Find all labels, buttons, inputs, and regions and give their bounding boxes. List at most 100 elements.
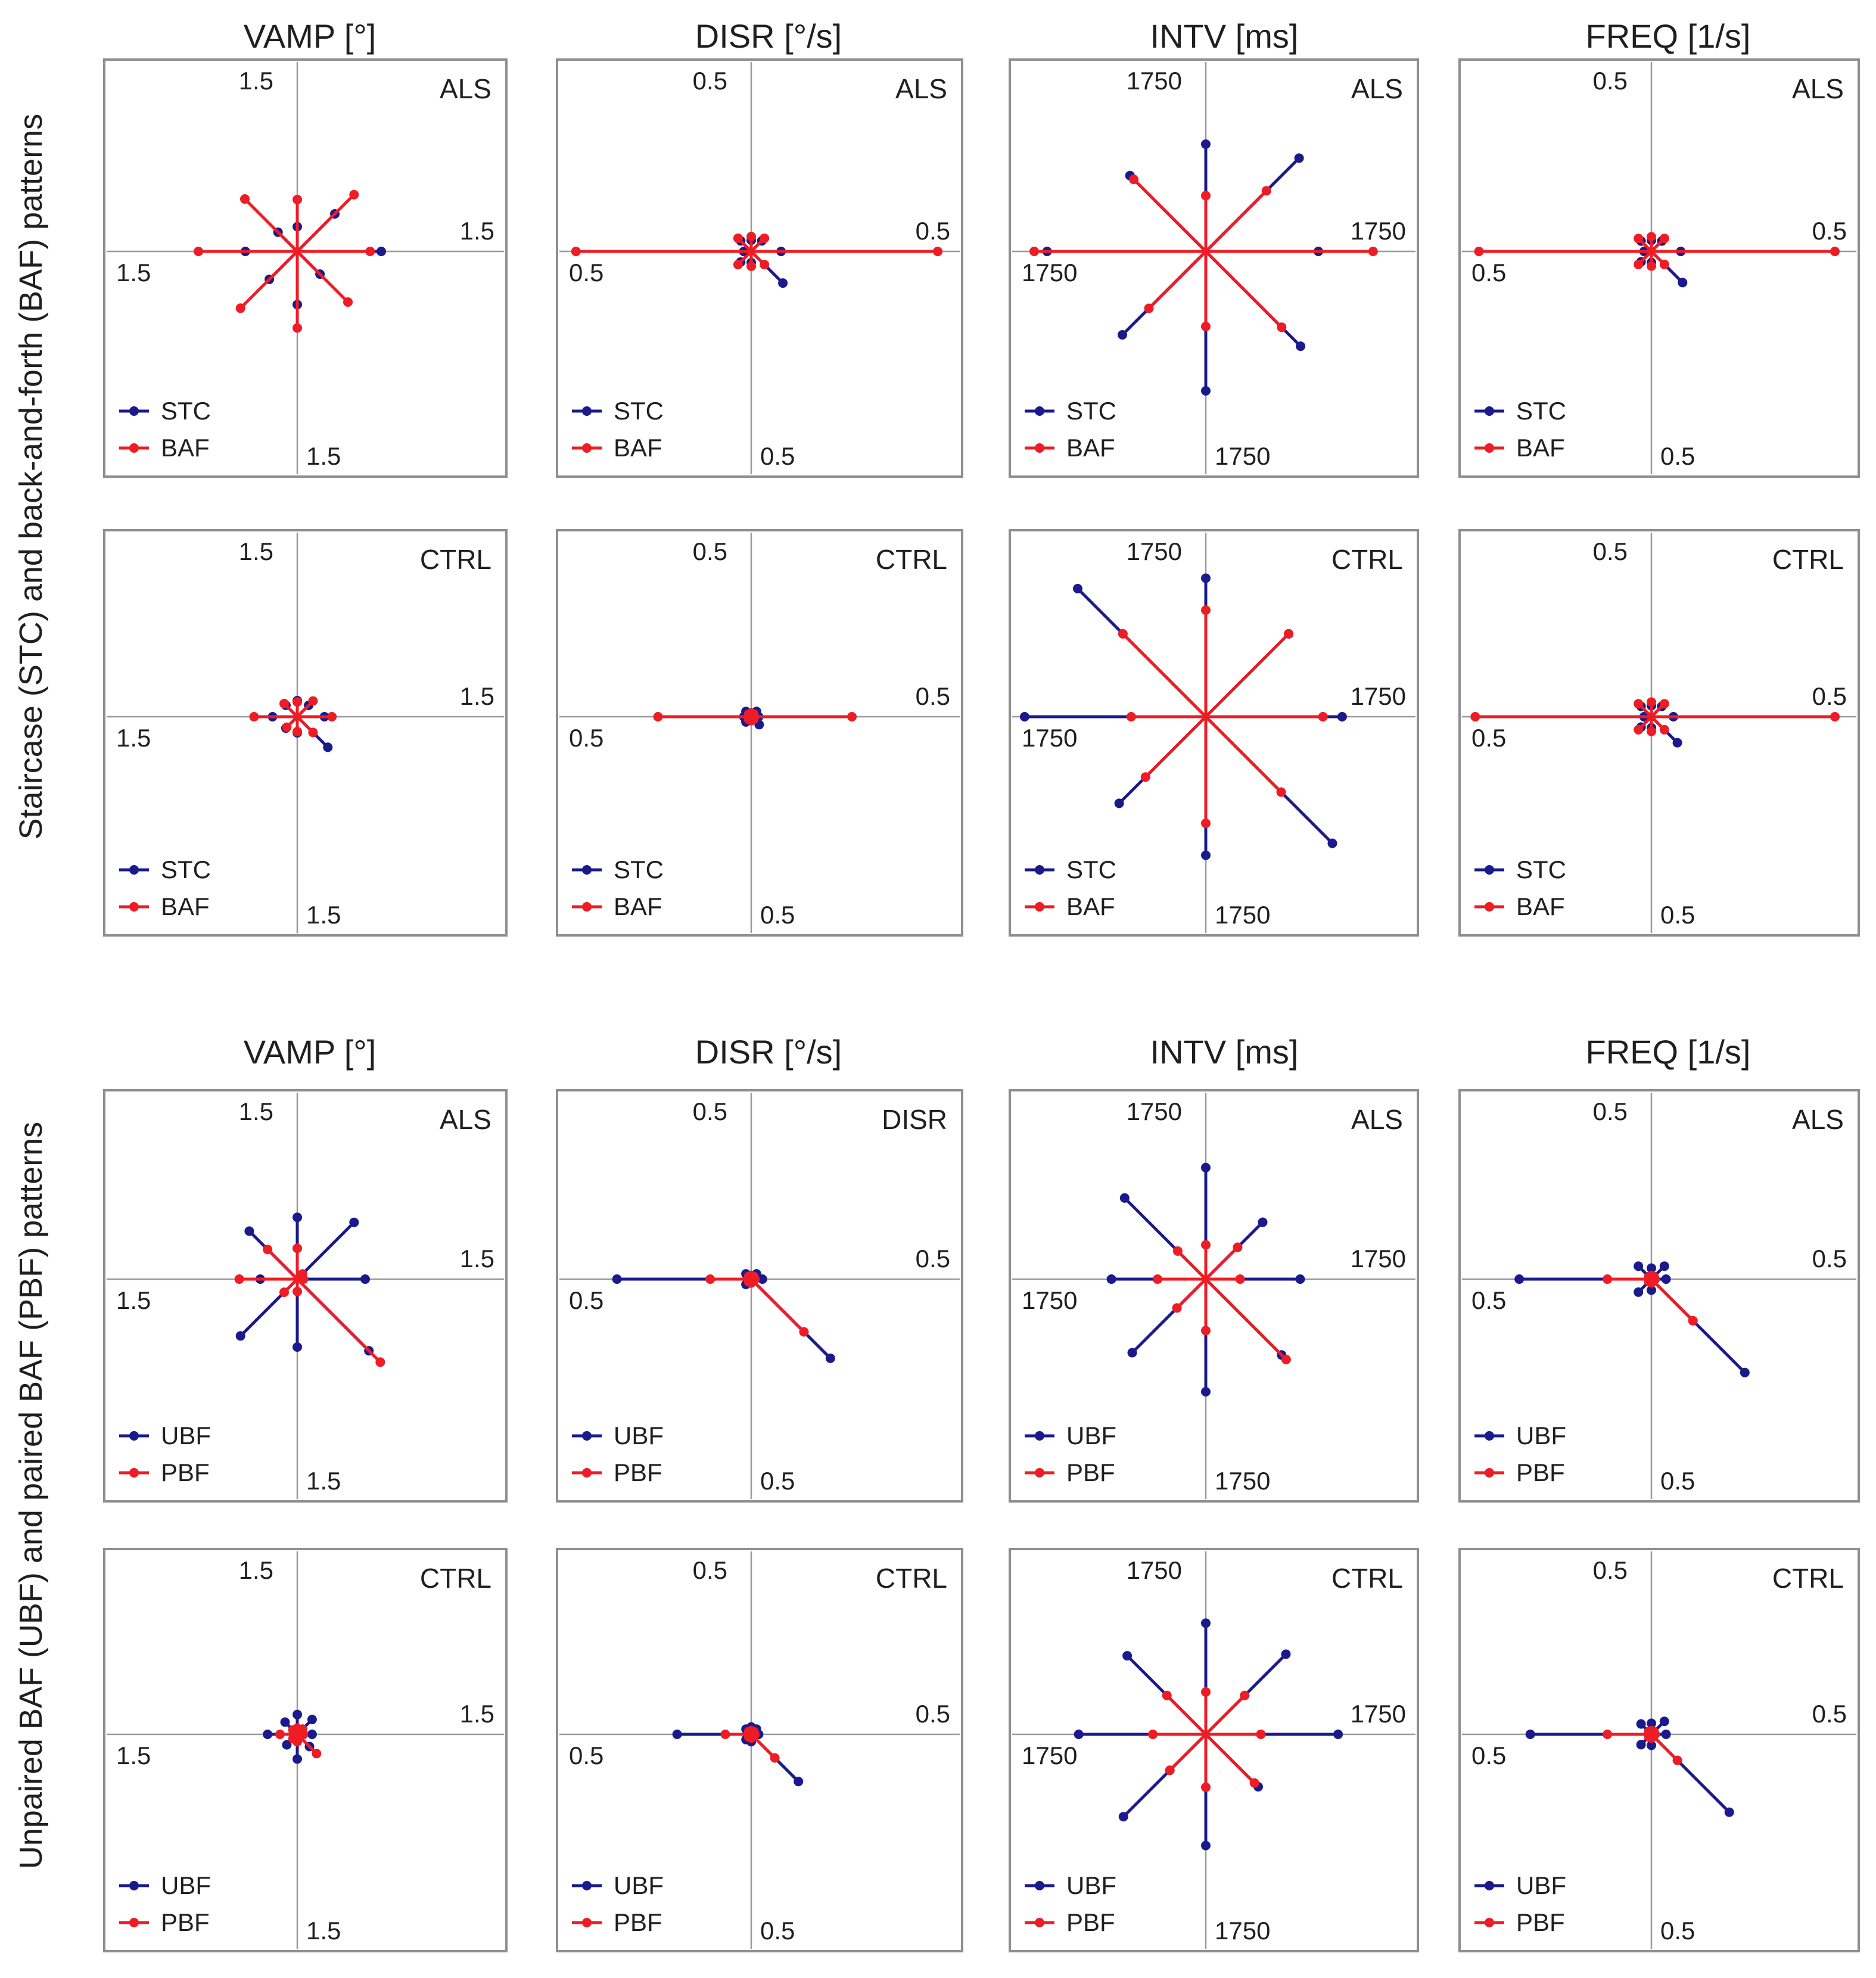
axis-label-right: 0.5 — [1812, 682, 1847, 710]
data-point — [749, 714, 759, 724]
axis-label-left: 1750 — [1022, 1286, 1077, 1314]
data-point — [375, 1357, 385, 1367]
data-point — [672, 1730, 682, 1739]
series-ray — [296, 1221, 356, 1280]
data-point — [1201, 191, 1211, 201]
data-point — [778, 278, 788, 288]
legend-label: UBF — [1516, 1422, 1566, 1450]
data-point — [733, 260, 743, 270]
data-point — [799, 1327, 809, 1337]
panel-frame — [103, 1089, 508, 1503]
axis-label-bottom: 1750 — [1215, 1917, 1270, 1945]
data-point — [365, 247, 375, 256]
series-ray — [296, 250, 349, 303]
data-point — [1647, 726, 1656, 736]
axis-label-right: 0.5 — [916, 1245, 950, 1273]
data-point — [235, 303, 245, 313]
polar-panel: 1750 1750 1750 1750 CTRL UBF PBF — [1009, 1548, 1419, 1952]
legend-marker — [129, 406, 139, 416]
series-ray — [1205, 189, 1268, 253]
data-point — [1296, 341, 1306, 352]
data-point — [349, 189, 359, 200]
group-label: ALS — [440, 73, 491, 104]
group-label: ALS — [1351, 1104, 1403, 1135]
data-point — [1659, 1261, 1669, 1271]
series-baf — [1470, 697, 1840, 736]
legend-label: BAF — [161, 892, 210, 920]
series-ray — [750, 1278, 805, 1333]
polar-panel: 0.5 0.5 0.5 0.5 DISR UBF PBF — [556, 1089, 963, 1503]
axis-label-top: 1.5 — [239, 537, 273, 565]
data-point — [288, 1725, 298, 1735]
axis-label-bottom: 0.5 — [760, 442, 795, 470]
panel-frame — [1009, 58, 1419, 478]
panel-frame — [556, 1089, 963, 1503]
data-point — [825, 1353, 835, 1363]
axis-label-right: 1.5 — [460, 217, 494, 245]
data-point — [1201, 322, 1211, 331]
column-title-intv-top: INTV [ms] — [1150, 17, 1299, 55]
group-label: ALS — [895, 73, 947, 104]
axis-label-top: 1750 — [1127, 1097, 1182, 1125]
series-pbf — [705, 1270, 809, 1337]
group-label: CTRL — [1772, 544, 1844, 575]
axis-label-left: 0.5 — [569, 724, 603, 752]
axis-label-bottom: 0.5 — [760, 901, 795, 929]
series-ray — [1168, 1733, 1207, 1772]
axis-label-top: 1.5 — [239, 1097, 273, 1125]
group-label: ALS — [1792, 73, 1844, 104]
panel-frame — [103, 529, 508, 937]
axis-label-left: 1.5 — [116, 1741, 151, 1769]
legend-marker — [129, 1468, 139, 1478]
axis-label-top: 1.5 — [239, 67, 273, 95]
axis-label-left: 1.5 — [116, 724, 151, 752]
legend-marker — [1485, 1918, 1494, 1927]
data-point — [1470, 712, 1480, 721]
panel-frame — [103, 1548, 508, 1952]
data-point — [307, 1730, 317, 1739]
axis-label-right: 0.5 — [1812, 1700, 1847, 1728]
data-point — [293, 726, 302, 736]
polar-panel: 1750 1750 1750 1750 CTRL STC BAF — [1009, 529, 1419, 937]
axis-label-top: 0.5 — [693, 537, 727, 565]
series-ray — [1650, 1278, 1694, 1322]
data-point — [1603, 1274, 1613, 1284]
data-point — [343, 297, 353, 307]
data-point — [1144, 303, 1154, 313]
series-pbf — [1603, 1725, 1682, 1765]
group-label: CTRL — [420, 1563, 491, 1594]
series-ray — [244, 198, 298, 253]
legend-marker — [1035, 1918, 1044, 1927]
data-point — [293, 194, 302, 204]
data-point — [770, 1753, 780, 1763]
data-point — [612, 1274, 622, 1284]
series-ray — [1205, 1694, 1246, 1736]
polar-panel: 0.5 0.5 0.5 0.5 ALS UBF PBF — [1458, 1089, 1860, 1503]
legend-label: STC — [1066, 397, 1116, 425]
data-point — [1235, 1274, 1245, 1284]
axis-label-top: 1.5 — [239, 1556, 273, 1584]
data-point — [293, 697, 302, 707]
series-baf — [1029, 175, 1378, 332]
data-point — [279, 699, 289, 708]
group-label: ALS — [440, 1104, 491, 1135]
data-point — [1201, 605, 1211, 615]
data-point — [1603, 1730, 1613, 1739]
legend-marker — [1485, 1468, 1494, 1478]
polar-panel: 1.5 1.5 1.5 1.5 ALS UBF PBF — [103, 1089, 508, 1503]
data-point — [720, 1730, 730, 1739]
legend-marker — [129, 865, 139, 875]
legend-marker — [1485, 902, 1494, 912]
polar-panel: 0.5 0.5 0.5 0.5 ALS STC BAF — [556, 58, 963, 478]
axis-label-top: 0.5 — [1593, 1097, 1628, 1125]
axis-label-right: 1.5 — [460, 682, 494, 710]
legend-label: BAF — [614, 892, 662, 920]
polar-panel: 1.5 1.5 1.5 1.5 CTRL STC BAF — [103, 529, 508, 937]
data-point — [1659, 724, 1669, 735]
axis-label-right: 1750 — [1351, 682, 1406, 710]
data-point — [282, 722, 292, 732]
legend-label: BAF — [1066, 434, 1115, 462]
axis-label-left: 1.5 — [116, 259, 151, 287]
data-point — [279, 1287, 289, 1297]
legend-marker — [1035, 1431, 1044, 1441]
